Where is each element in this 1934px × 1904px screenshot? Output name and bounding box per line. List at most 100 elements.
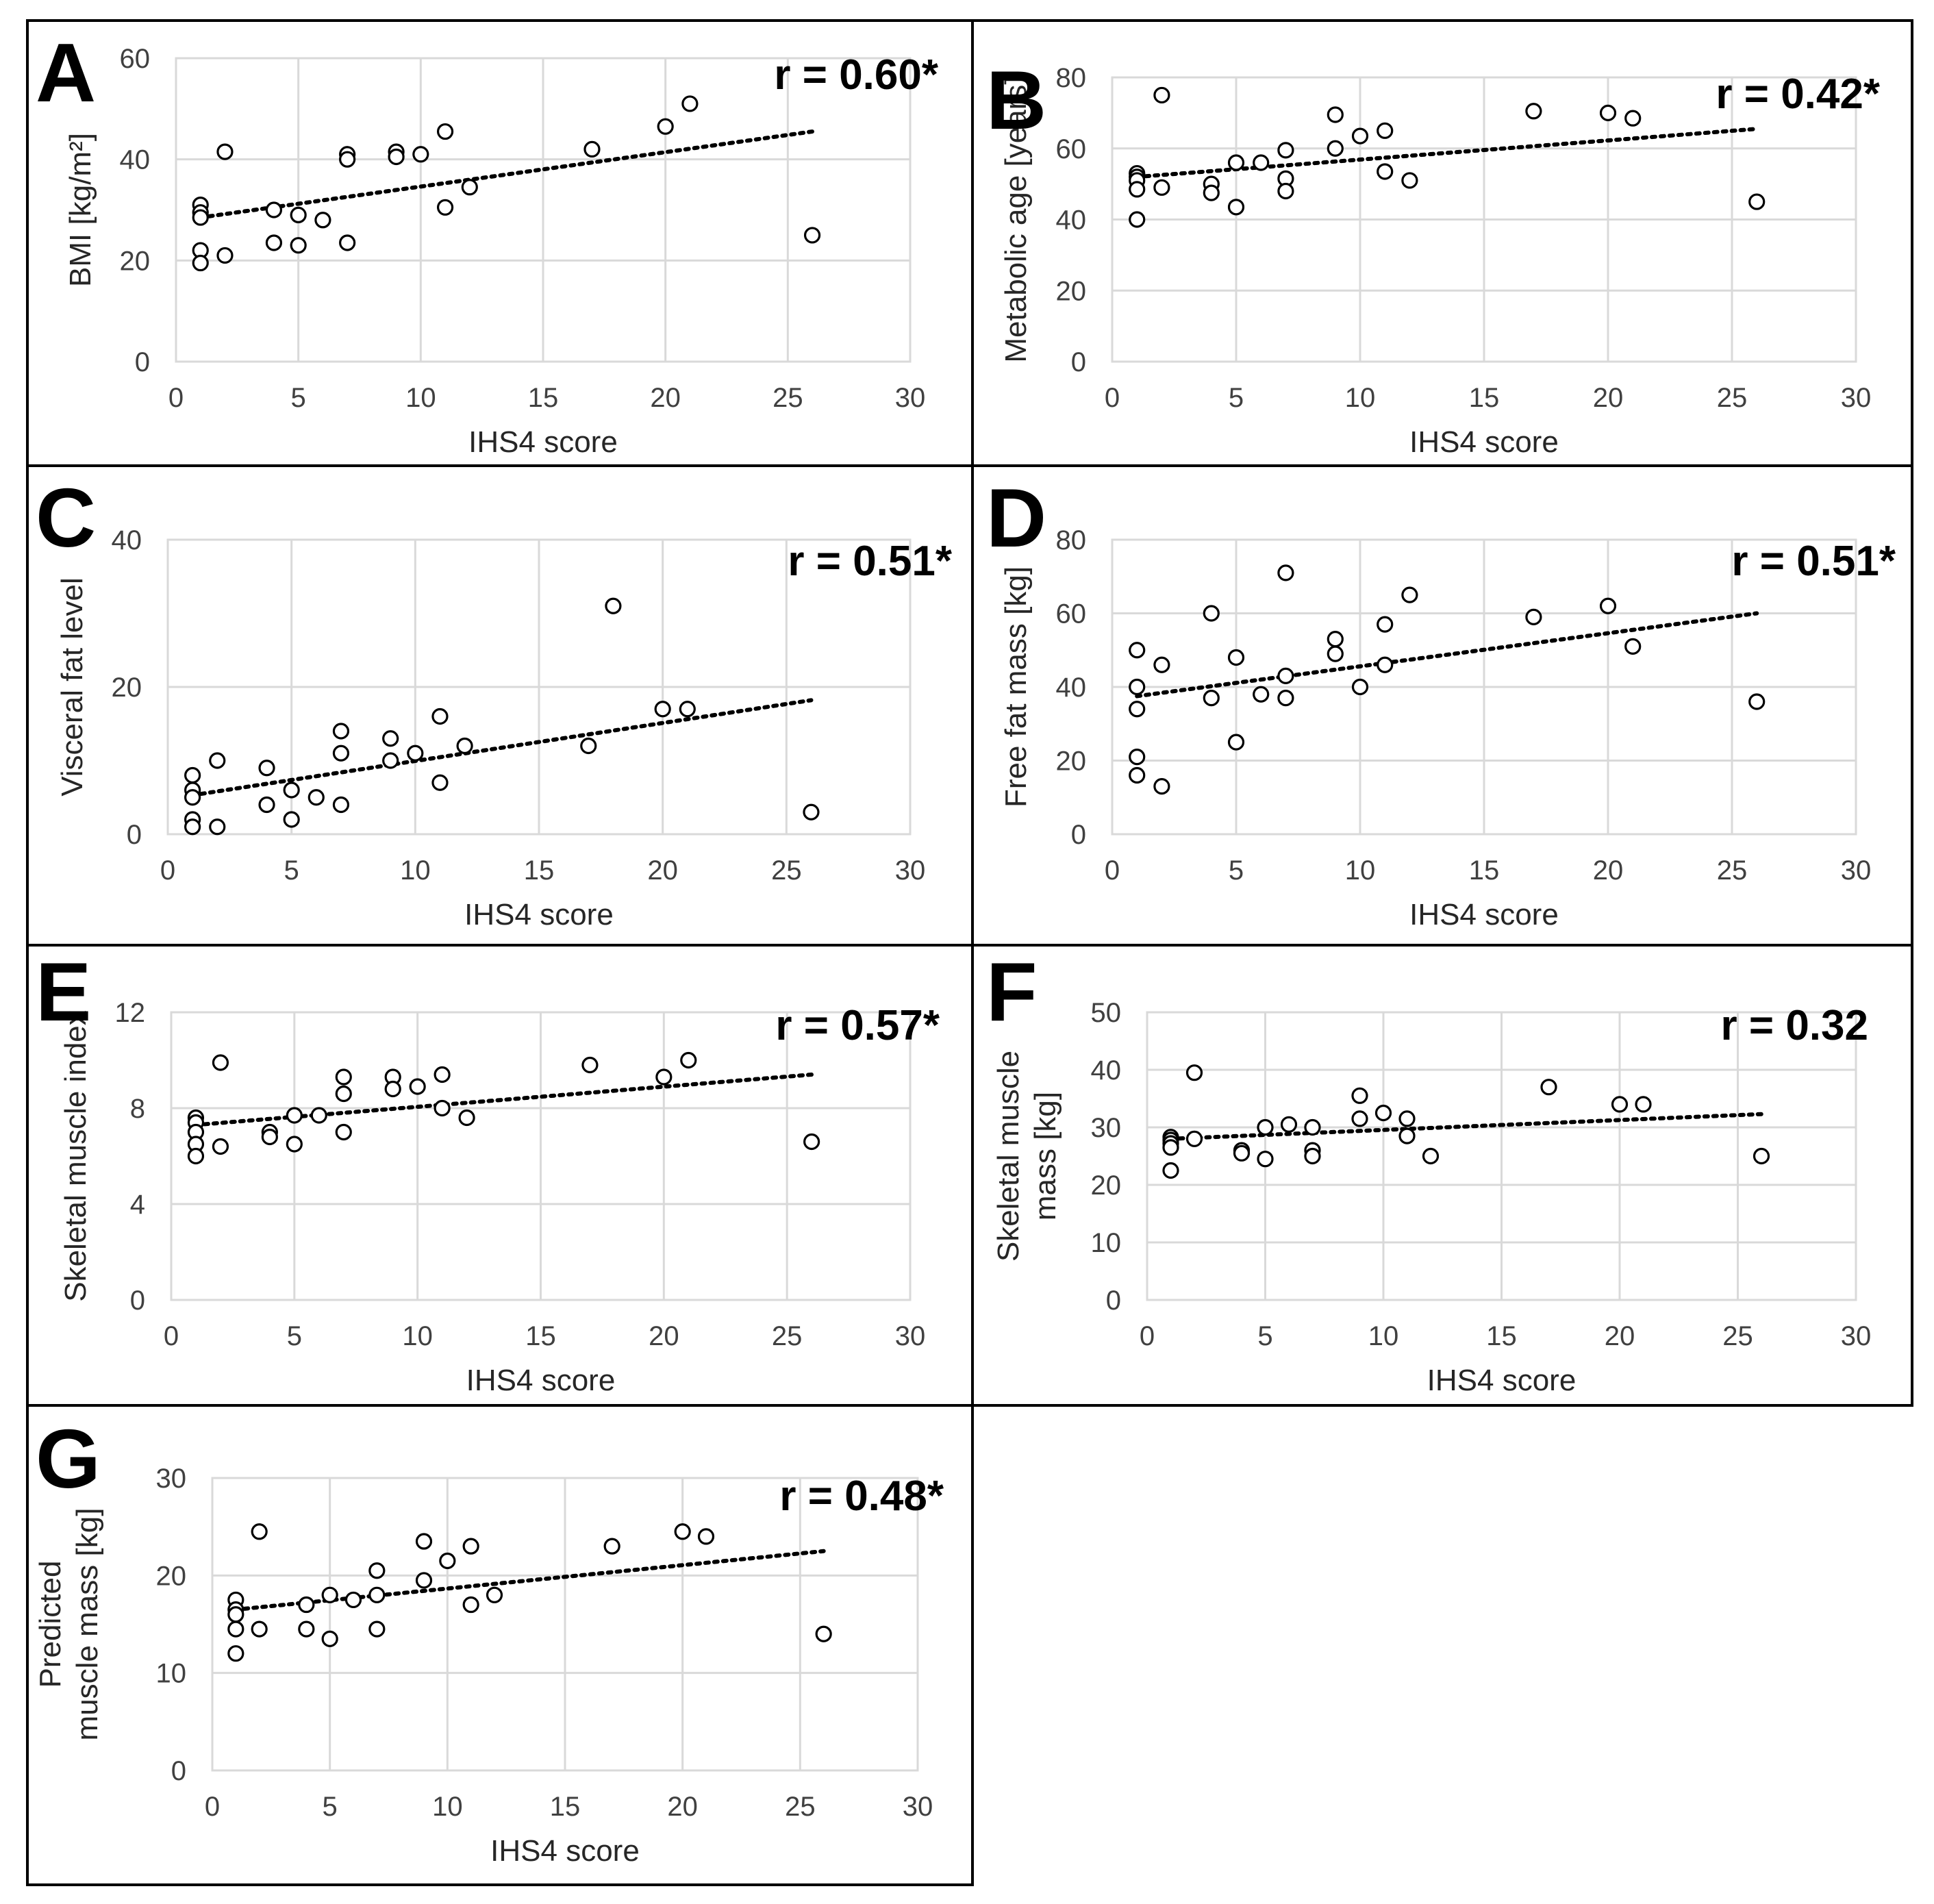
- panel-letter: D: [986, 471, 1046, 564]
- x-tick-label: 10: [432, 1792, 463, 1822]
- panel-letter: G: [36, 1412, 101, 1505]
- data-point: [1624, 638, 1642, 655]
- x-tick-label: 30: [1841, 1321, 1872, 1351]
- y-tick-label: 4: [130, 1190, 145, 1220]
- data-point: [407, 744, 424, 762]
- y-tick-label: 20: [1056, 747, 1087, 777]
- x-tick-label: 25: [1722, 1321, 1753, 1351]
- data-point: [431, 707, 449, 725]
- x-axis-label: IHS4 score: [466, 1364, 616, 1397]
- y-axis-label: Visceral fat level: [55, 577, 89, 797]
- data-point: [261, 1128, 278, 1146]
- data-point: [1599, 104, 1617, 121]
- data-point: [674, 1523, 691, 1540]
- data-point: [1129, 749, 1146, 766]
- data-point: [258, 760, 275, 777]
- y-axis-label: BMI [kg/m²]: [64, 133, 97, 287]
- panel-letter: E: [36, 945, 91, 1038]
- data-point: [1401, 172, 1418, 189]
- panel-g: 0 5 10 15 20 25 30 0 10 20 30 IHS4 score Predicted mu…: [26, 1404, 974, 1886]
- y-axis-label: Predicted muscle mass [kg]: [34, 1508, 104, 1741]
- data-point: [1540, 1079, 1557, 1096]
- data-point: [227, 1645, 244, 1662]
- data-point: [439, 1552, 456, 1570]
- data-point: [332, 723, 350, 740]
- data-point: [1422, 1147, 1440, 1165]
- data-point: [1327, 140, 1344, 157]
- data-point: [1327, 631, 1344, 648]
- data-point: [192, 209, 209, 226]
- data-point: [462, 1538, 479, 1555]
- data-point: [1611, 1096, 1629, 1113]
- data-point: [657, 118, 674, 135]
- data-point: [1227, 154, 1245, 171]
- data-point: [605, 597, 622, 614]
- data-point: [1162, 1162, 1179, 1179]
- data-point: [321, 1586, 338, 1603]
- data-point: [1203, 690, 1220, 707]
- x-tick-label: 5: [1229, 855, 1244, 886]
- correlation-label: r = 0.51*: [788, 538, 952, 585]
- y-tick-label: 40: [120, 145, 151, 175]
- data-point: [1327, 645, 1344, 662]
- data-point: [1377, 656, 1394, 673]
- data-point: [1257, 1151, 1274, 1168]
- data-point: [368, 1586, 386, 1603]
- x-tick-label: 20: [650, 383, 681, 413]
- data-point: [456, 737, 473, 755]
- data-point: [803, 1133, 820, 1151]
- y-tick-label: 60: [1056, 599, 1087, 629]
- x-tick-label: 30: [895, 383, 926, 413]
- data-point: [258, 796, 275, 814]
- data-point: [1624, 110, 1642, 127]
- data-point: [1635, 1096, 1652, 1113]
- y-tick-label: 30: [156, 1464, 187, 1494]
- y-tick-label: 40: [112, 525, 142, 555]
- data-point: [187, 1147, 205, 1165]
- x-axis-label: IHS4 score: [490, 1834, 640, 1868]
- panel-c: 0 5 10 15 20 25 30 0 20 40 IHS4 score Visceral fat …: [26, 464, 974, 947]
- data-point: [1377, 163, 1394, 180]
- x-tick-label: 20: [1605, 1321, 1635, 1351]
- data-point: [1351, 1087, 1368, 1104]
- data-point: [1233, 1144, 1251, 1162]
- x-tick-label: 10: [1368, 1321, 1399, 1351]
- data-point: [286, 1107, 303, 1124]
- panel-border: [971, 944, 1913, 1407]
- data-point: [382, 752, 399, 769]
- x-tick-label: 30: [895, 1321, 926, 1351]
- data-point: [1377, 122, 1394, 139]
- x-tick-label: 5: [291, 383, 306, 413]
- data-point: [697, 1528, 715, 1545]
- data-point: [212, 1138, 229, 1155]
- data-point: [436, 199, 454, 216]
- x-tick-label: 5: [1257, 1321, 1272, 1351]
- data-point: [216, 143, 234, 160]
- x-tick-label: 10: [405, 383, 436, 413]
- data-point: [458, 1109, 475, 1127]
- y-tick-label: 0: [135, 347, 150, 377]
- y-tick-label: 8: [130, 1094, 145, 1124]
- data-point: [290, 206, 307, 223]
- correlation-label: r = 0.42*: [1716, 71, 1880, 118]
- data-point: [368, 1562, 386, 1579]
- panel-b: 0 5 10 15 20 25 30 0 20 40 60 80 IHS4 score Metabolic…: [971, 19, 1913, 467]
- data-point: [388, 148, 405, 166]
- x-tick-label: 25: [771, 855, 802, 886]
- data-point: [339, 151, 356, 168]
- y-tick-label: 30: [1091, 1113, 1122, 1143]
- x-tick-label: 25: [773, 383, 803, 413]
- y-axis-label: Free fat mass [kg]: [999, 566, 1033, 807]
- data-point: [212, 1054, 229, 1071]
- y-tick-label: 10: [156, 1659, 187, 1689]
- x-tick-label: 5: [1229, 383, 1244, 413]
- x-tick-label: 15: [550, 1792, 581, 1822]
- data-point: [1351, 1110, 1368, 1127]
- data-point: [1227, 199, 1245, 216]
- data-point: [184, 818, 201, 836]
- x-tick-label: 0: [164, 1321, 179, 1351]
- panel-a: 0 5 10 15 20 25 30 0 20 40 60 IHS4 score BMI [kg/m²]…: [26, 19, 974, 467]
- data-point: [1227, 734, 1245, 751]
- y-tick-label: 10: [1091, 1228, 1122, 1258]
